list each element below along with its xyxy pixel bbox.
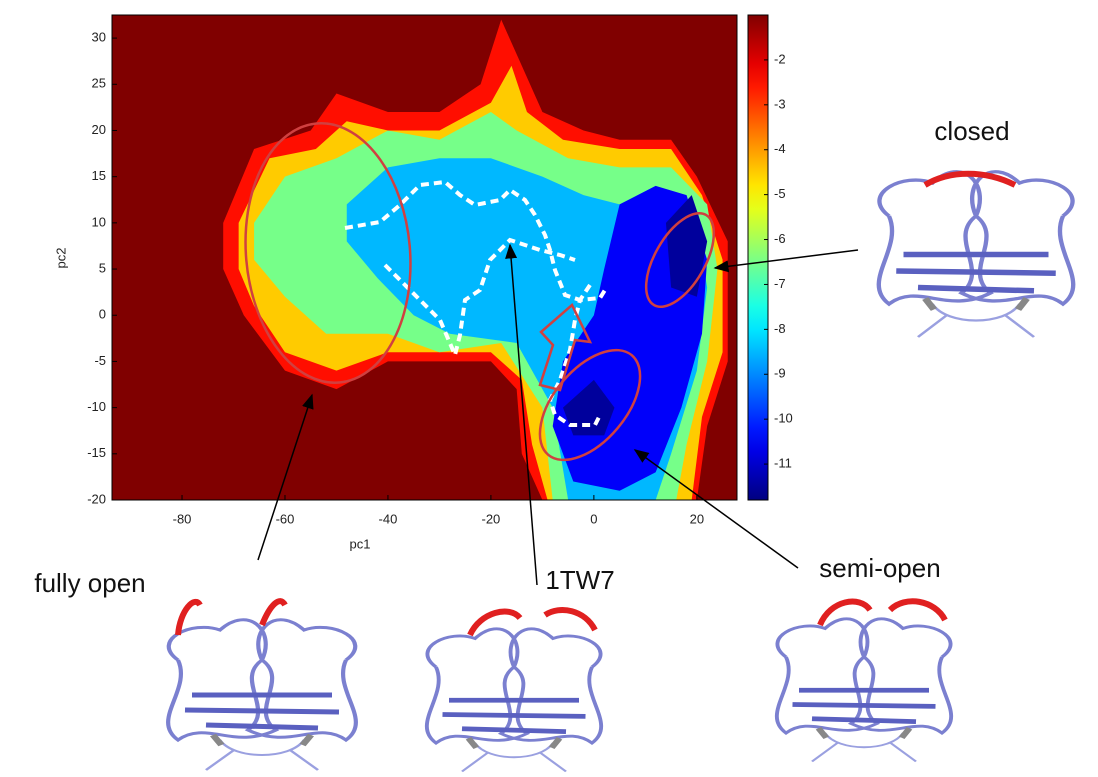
colorbar-tick-label: -4 xyxy=(774,141,786,156)
y-tick-label: 20 xyxy=(92,122,106,137)
x-tick-label: 20 xyxy=(690,511,704,526)
y-tick-label: 15 xyxy=(92,168,106,183)
figure: closed fully open 1TW7 semi-open pc1 pc2… xyxy=(0,0,1098,777)
y-tick-label: -10 xyxy=(87,399,106,414)
colorbar-tick-label: -3 xyxy=(774,96,786,111)
y-tick-label: -15 xyxy=(87,445,106,460)
x-tick-label: 0 xyxy=(590,511,597,526)
colorbar-tick-label: -8 xyxy=(774,321,786,336)
annotation: 1TW7 xyxy=(545,565,614,595)
colorbar-tick-label: -2 xyxy=(774,51,786,66)
annotation: fully open xyxy=(34,568,145,598)
colorbar-tick-label: -5 xyxy=(774,186,786,201)
y-tick-label: -20 xyxy=(87,491,106,506)
y-axis-label: pc2 xyxy=(53,248,68,269)
colorbar xyxy=(748,15,768,500)
x-axis-label: pc1 xyxy=(350,536,371,551)
annotation: closed xyxy=(934,116,1009,146)
colorbar-tick-label: -9 xyxy=(774,366,786,381)
colorbar-tick-label: -7 xyxy=(774,276,786,291)
plot-area xyxy=(112,15,737,500)
colorbar-tick-label: -6 xyxy=(774,231,786,246)
y-tick-label: 25 xyxy=(92,76,106,91)
colorbar-tick-label: -10 xyxy=(774,411,793,426)
y-tick-label: 5 xyxy=(99,260,106,275)
colorbar-tick-label: -11 xyxy=(774,456,792,471)
y-tick-label: -5 xyxy=(94,353,106,368)
y-tick-label: 10 xyxy=(92,214,106,229)
y-tick-label: 30 xyxy=(92,30,106,45)
annotation: semi-open xyxy=(819,553,940,583)
x-tick-label: -80 xyxy=(173,511,192,526)
x-tick-label: -40 xyxy=(379,511,398,526)
x-tick-label: -20 xyxy=(482,511,501,526)
x-tick-label: -60 xyxy=(276,511,295,526)
y-tick-label: 0 xyxy=(99,307,106,322)
